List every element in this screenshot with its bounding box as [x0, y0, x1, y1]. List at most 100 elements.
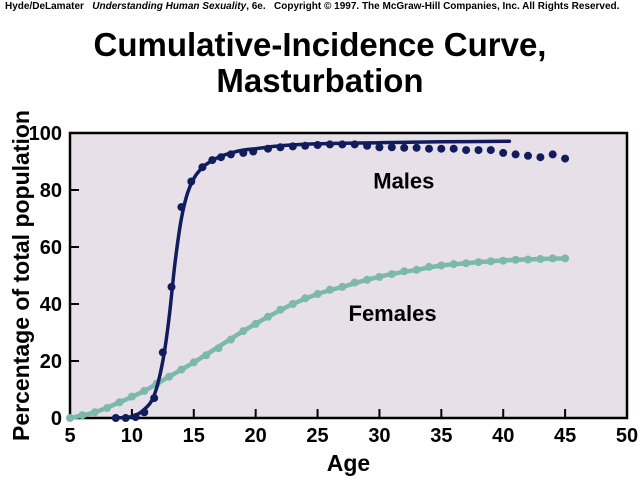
x-axis-label: Age: [327, 450, 370, 476]
females-point: [486, 257, 495, 266]
males-point: [325, 140, 334, 149]
males-point: [217, 153, 225, 162]
females-point: [189, 358, 198, 367]
males-point: [150, 394, 159, 403]
males-point: [249, 147, 258, 156]
series-males: [111, 139, 570, 422]
females-point: [561, 254, 570, 263]
females-point: [90, 408, 99, 417]
females-point: [66, 414, 74, 422]
series-layer: [66, 139, 570, 422]
copyright-notice: Copyright © 1997. The McGraw-Hill Compan…: [274, 1, 620, 12]
females-point: [202, 351, 211, 360]
females-point: [325, 285, 334, 294]
chart-title: Cumulative-Incidence Curve, Masturbation: [0, 27, 640, 99]
males-point: [239, 148, 248, 157]
males-point: [198, 163, 207, 172]
males-point: [462, 146, 471, 155]
females-point: [288, 300, 297, 308]
axes: 5 10 15 20 25 30 35 40 45 50 0 20 40 60 80 100: [29, 123, 639, 447]
males-point: [561, 154, 570, 163]
x-tick-label: 40: [492, 425, 514, 447]
x-tick-label: 35: [430, 425, 452, 447]
males-point: [313, 141, 322, 149]
females-point: [115, 398, 124, 407]
series-label-males: Males: [373, 169, 434, 194]
females-point: [400, 267, 409, 276]
males-point: [111, 414, 120, 422]
males-point: [437, 144, 446, 153]
y-axis-label: Percentage of total population: [8, 110, 34, 441]
males-point: [363, 141, 372, 150]
x-tick-label: 15: [183, 425, 205, 447]
males-point: [140, 408, 149, 417]
females-point: [437, 261, 446, 270]
females-point: [264, 312, 272, 321]
females-point: [474, 258, 483, 267]
y-tick-label: 80: [40, 180, 62, 202]
males-point: [350, 140, 359, 149]
males-point: [177, 203, 186, 212]
plot-area: [70, 133, 627, 418]
males-point: [425, 144, 433, 153]
females-point: [462, 259, 471, 268]
males-point: [536, 153, 545, 162]
females-point: [226, 335, 235, 344]
males-point: [449, 144, 458, 153]
chart-title-line-2: Masturbation: [216, 62, 424, 99]
y-tick-label: 100: [29, 123, 62, 145]
females-point: [387, 270, 396, 279]
series-label-females: Females: [349, 301, 437, 326]
y-tick-label: 40: [40, 294, 62, 316]
y-tick-label: 60: [40, 237, 62, 259]
females-point: [165, 372, 173, 381]
females-point: [313, 290, 322, 298]
males-point: [187, 177, 196, 186]
females-point: [524, 255, 532, 264]
males-point: [375, 143, 384, 152]
males-point: [226, 150, 235, 159]
females-point: [548, 254, 557, 263]
females-point: [214, 344, 223, 353]
males-point: [387, 143, 396, 152]
x-tick-label: 45: [554, 425, 576, 447]
males-point: [167, 282, 176, 291]
males-point: [276, 143, 285, 152]
males-point: [548, 150, 557, 159]
males-point: [288, 142, 297, 151]
females-point: [425, 262, 433, 271]
females-point: [375, 272, 384, 281]
females-point: [103, 404, 112, 412]
plot-frame: [68, 131, 629, 420]
males-point: [264, 144, 272, 153]
males-point: [412, 143, 421, 152]
males-point: [131, 413, 140, 422]
x-tick-label: 10: [121, 425, 143, 447]
copyright-authors: Hyde/DeLamater: [5, 1, 84, 12]
males-point: [474, 146, 483, 155]
females-point: [412, 265, 421, 274]
x-tick-label: 50: [616, 425, 638, 447]
females-point: [276, 305, 285, 314]
females-point: [449, 260, 458, 269]
females-point: [251, 319, 260, 328]
y-tick-label: 0: [51, 408, 62, 430]
males-point: [121, 414, 130, 422]
copyright-line: Hyde/DeLamater Understanding Human Sexua…: [5, 1, 619, 12]
chart-title-line-1: Cumulative-Incidence Curve,: [93, 26, 547, 63]
females-point: [127, 392, 136, 401]
females-point: [338, 282, 347, 291]
series-females: [66, 254, 570, 422]
males-point: [499, 148, 508, 157]
males-point: [158, 348, 167, 357]
females-point: [350, 278, 359, 287]
males-point: [486, 146, 495, 155]
females-point: [536, 255, 545, 263]
males-point: [524, 151, 532, 160]
x-tick-label: 30: [368, 425, 390, 447]
females-point: [78, 411, 87, 420]
males-point: [511, 150, 520, 159]
males-point: [208, 156, 217, 165]
males-point: [338, 140, 347, 149]
